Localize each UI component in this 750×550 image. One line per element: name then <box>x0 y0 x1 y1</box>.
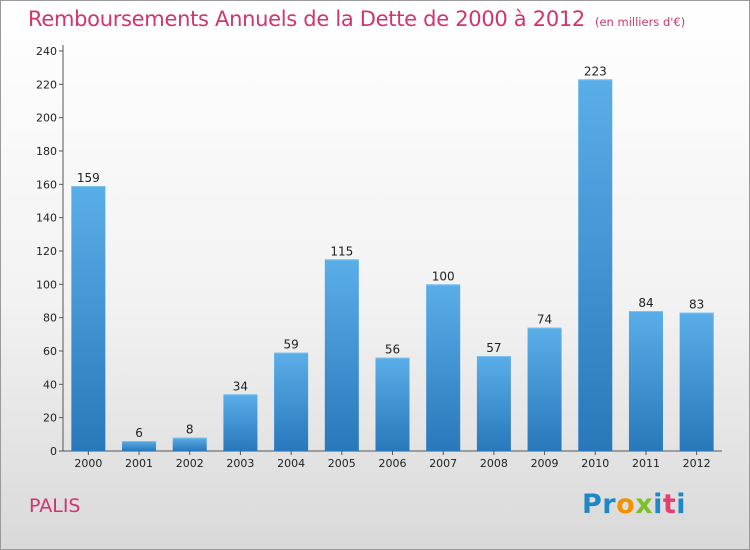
x-tick-label: 2009 <box>531 457 559 470</box>
x-tick-label: 2012 <box>683 457 711 470</box>
y-tick-label: 140 <box>36 212 57 225</box>
commune-name: PALIS <box>29 495 81 517</box>
chart-subtitle: (en milliers d'€) <box>595 15 686 29</box>
bar <box>172 437 207 451</box>
y-tick-label: 40 <box>43 378 57 391</box>
x-tick-label: 2005 <box>328 457 356 470</box>
x-tick-label: 2003 <box>226 457 254 470</box>
bar <box>578 79 613 451</box>
logo-letter: x <box>635 489 654 520</box>
x-tick-label: 2000 <box>74 457 102 470</box>
data-label: 57 <box>486 341 501 355</box>
data-label: 56 <box>385 343 400 357</box>
bar <box>324 259 359 451</box>
logo-letter: o <box>616 489 636 520</box>
y-tick-label: 120 <box>36 245 57 258</box>
y-tick-label: 160 <box>36 178 57 191</box>
x-tick-label: 2011 <box>632 457 660 470</box>
bar <box>476 356 511 451</box>
chart-title: Remboursements Annuels de la Dette de 20… <box>28 7 585 31</box>
data-label: 74 <box>537 313 552 327</box>
data-label: 115 <box>330 244 353 258</box>
logo-letter: P <box>582 489 603 520</box>
x-tick-label: 2001 <box>125 457 153 470</box>
x-tick-label: 2002 <box>176 457 204 470</box>
data-label: 100 <box>432 269 455 283</box>
data-label: 84 <box>638 296 653 310</box>
bar <box>628 311 663 451</box>
bar <box>527 327 562 451</box>
data-label: 6 <box>135 426 143 440</box>
y-tick-label: 180 <box>36 145 57 158</box>
bar <box>375 357 410 451</box>
logo-letter: i <box>676 489 687 520</box>
bar <box>223 394 258 451</box>
x-tick-label: 2010 <box>581 457 609 470</box>
title-row: Remboursements Annuels de la Dette de 20… <box>28 7 685 31</box>
y-tick-label: 100 <box>36 278 57 291</box>
y-tick-label: 60 <box>43 345 57 358</box>
logo-letter: t <box>662 489 677 520</box>
y-tick-label: 240 <box>36 45 57 58</box>
y-tick-label: 220 <box>36 78 57 91</box>
bar <box>426 284 461 451</box>
bar <box>679 312 714 451</box>
bar <box>122 441 157 451</box>
data-label: 83 <box>689 298 704 312</box>
x-tick-label: 2008 <box>480 457 508 470</box>
y-tick-label: 80 <box>43 312 57 325</box>
x-tick-label: 2006 <box>379 457 407 470</box>
bar <box>71 186 106 451</box>
proxiti-logo: Proxiti <box>582 489 686 520</box>
y-tick-label: 20 <box>43 412 57 425</box>
logo-letter: r <box>602 489 617 520</box>
data-label: 223 <box>584 64 607 78</box>
data-label: 34 <box>233 379 248 393</box>
y-tick-label: 200 <box>36 112 57 125</box>
x-tick-label: 2007 <box>429 457 457 470</box>
bar <box>274 352 309 451</box>
logo-letter: i <box>653 489 663 520</box>
data-label: 8 <box>186 423 194 437</box>
data-label: 59 <box>283 338 298 352</box>
data-label: 159 <box>77 171 100 185</box>
x-tick-label: 2004 <box>277 457 305 470</box>
y-tick-label: 0 <box>50 445 57 458</box>
